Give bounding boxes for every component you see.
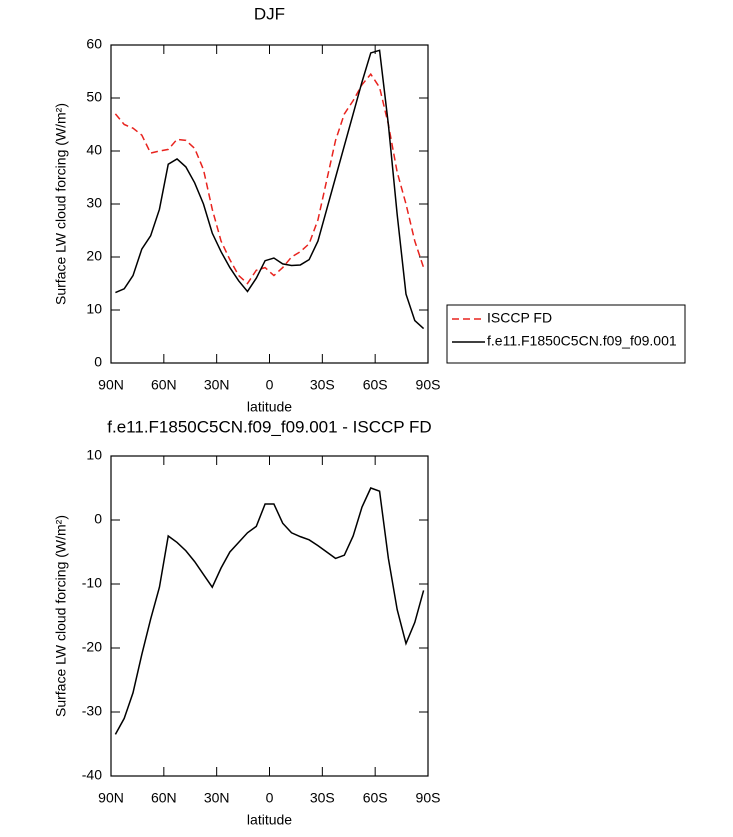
y-axis-label: Surface LW cloud forcing (W/m²) (53, 103, 69, 305)
x-tick-label: 30N (204, 377, 230, 393)
y-tick-label: 10 (86, 301, 102, 317)
x-tick-label: 60N (151, 377, 177, 393)
x-tick-label: 90N (98, 377, 124, 393)
y-tick-label: 0 (94, 511, 102, 527)
x-tick-label: 30N (204, 790, 230, 806)
y-axis-label: Surface LW cloud forcing (W/m²) (53, 515, 69, 717)
x-tick-label: 60S (363, 377, 388, 393)
y-tick-label: -30 (82, 703, 102, 719)
legend-label: f.e11.F1850C5CN.f09_f09.001 (487, 333, 677, 349)
legend-box (446, 304, 686, 364)
y-tick-label: -20 (82, 639, 102, 655)
x-axis-label: latitude (247, 399, 292, 415)
x-tick-label: 30S (310, 377, 335, 393)
y-tick-label: 20 (86, 248, 102, 264)
x-tick-label: 0 (266, 790, 274, 806)
x-tick-label: 90S (416, 377, 441, 393)
y-tick-label: 40 (86, 142, 102, 158)
data-line (114, 487, 425, 735)
chart-title: f.e11.F1850C5CN.f09_f09.001 - ISCCP FD (107, 417, 431, 436)
plot-frame (110, 44, 429, 364)
y-tick-label: -10 (82, 575, 102, 591)
x-tick-label: 30S (310, 790, 335, 806)
y-tick-label: 0 (94, 354, 102, 370)
y-tick-label: -40 (82, 767, 102, 783)
chart-title: DJF (254, 4, 285, 23)
legend-label: ISCCP FD (487, 310, 552, 326)
y-tick-label: 30 (86, 195, 102, 211)
x-axis-label: latitude (247, 812, 292, 828)
x-tick-label: 60N (151, 790, 177, 806)
x-tick-label: 60S (363, 790, 388, 806)
plot-frame (110, 455, 429, 777)
x-tick-label: 90N (98, 790, 124, 806)
x-tick-label: 0 (266, 377, 274, 393)
data-line (115, 49, 425, 330)
data-line (114, 72, 425, 285)
x-tick-label: 90S (416, 790, 441, 806)
y-tick-label: 50 (86, 89, 102, 105)
y-tick-label: 60 (86, 36, 102, 52)
y-tick-label: 10 (86, 447, 102, 463)
